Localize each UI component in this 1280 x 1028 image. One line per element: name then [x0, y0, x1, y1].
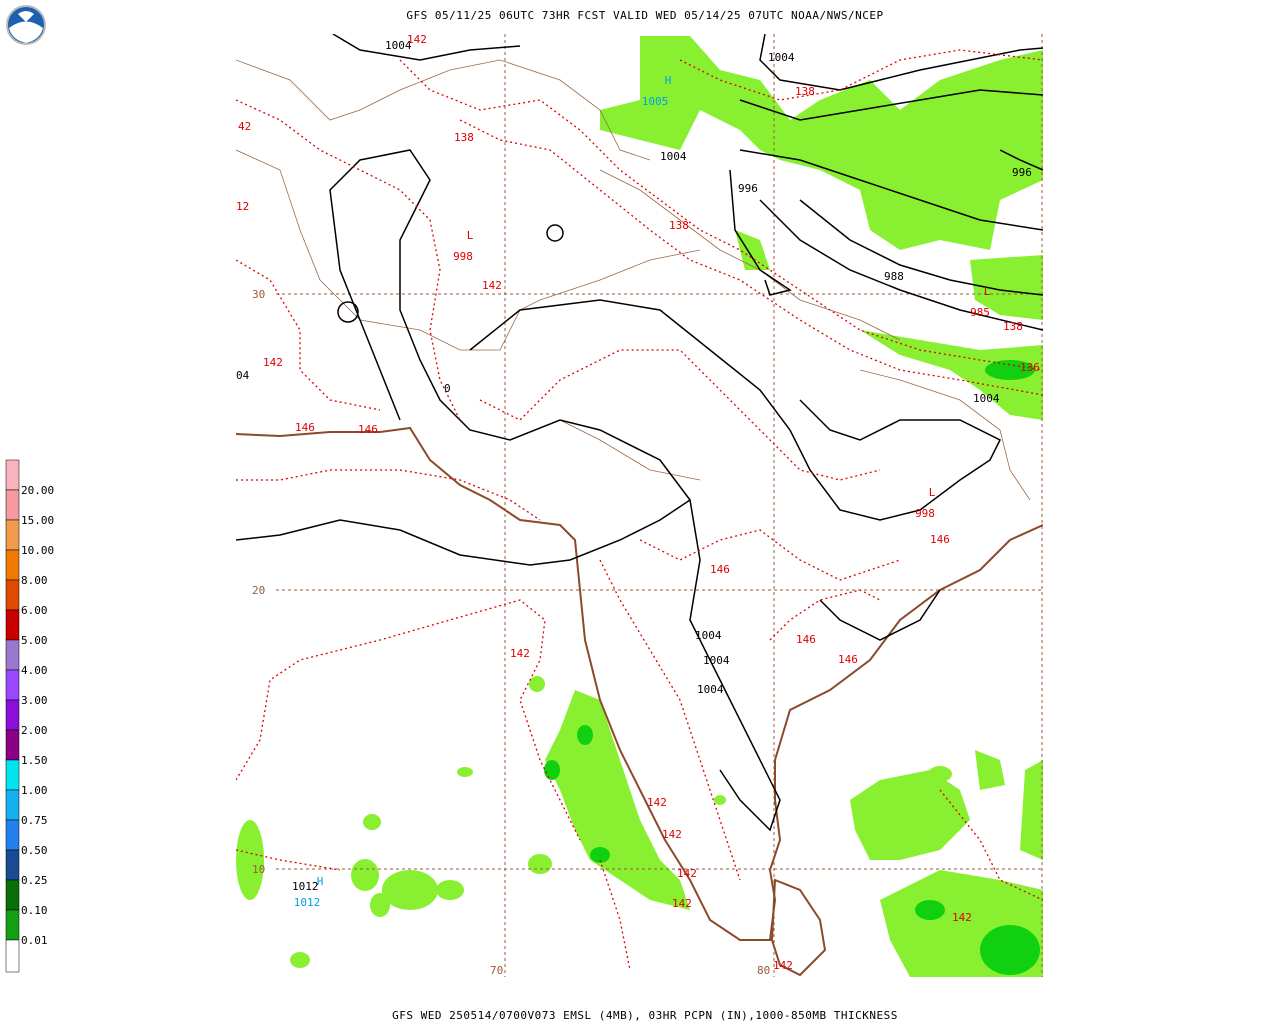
pressure-center-value: 1012: [294, 896, 321, 909]
isobar-label: 0: [444, 382, 451, 395]
grid-label: 30: [252, 288, 265, 301]
isobar-label: 1004: [695, 629, 722, 642]
legend-label: 15.00: [21, 514, 54, 527]
isobar-label: 988: [884, 270, 904, 283]
isobar-label: 1004: [703, 654, 730, 667]
thickness-label: 138: [795, 85, 815, 98]
legend-label: 5.00: [21, 634, 48, 647]
legend-swatch: [5, 489, 20, 521]
isobar-label: 1004: [385, 39, 412, 52]
legend-label: 1.50: [21, 754, 48, 767]
thickness-label: 138: [1003, 320, 1023, 333]
noaa-logo: [6, 5, 46, 45]
legend-label: 0.01: [21, 934, 48, 947]
caption: GFS WED 250514/0700V073 EMSL (4MB), 03HR…: [392, 1009, 898, 1022]
pressure-center-value: 998: [915, 507, 935, 520]
legend-swatch: [5, 789, 20, 821]
thickness-label: 142: [773, 959, 793, 972]
grid-label: 20: [252, 584, 265, 597]
map-area: 30 20 10 70 80 1004 1004 1004 996 996 988 04 0 1004 10…: [236, 33, 1043, 977]
isobar-label: 1004: [697, 683, 724, 696]
thickness-label: 146: [838, 653, 858, 666]
legend-swatch: [5, 669, 20, 701]
grid-label: 10: [252, 863, 265, 876]
legend-label: 6.00: [21, 604, 48, 617]
legend-label: 2.00: [21, 724, 48, 737]
precip-heavy: [544, 360, 1040, 975]
thickness-label: 142: [647, 796, 667, 809]
thickness-label: 142: [952, 911, 972, 924]
thickness-label: 142: [482, 279, 502, 292]
pressure-center-symbol: L: [984, 285, 991, 298]
legend-label: 0.10: [21, 904, 48, 917]
thickness-label: 136: [1020, 361, 1040, 374]
pressure-center-value: 998: [453, 250, 473, 263]
thickness-label: 142: [677, 867, 697, 880]
legend-swatch: [5, 459, 20, 491]
legend-swatch: [5, 909, 20, 941]
isobars: [236, 34, 1043, 832]
legend-swatch: [5, 639, 20, 671]
legend-label: 8.00: [21, 574, 48, 587]
thickness-label: 146: [796, 633, 816, 646]
legend-swatch: [5, 819, 20, 851]
graticule: [276, 34, 1043, 977]
borders: [236, 59, 1031, 501]
isobar-label: 996: [1012, 166, 1032, 179]
legend-label: 4.00: [21, 664, 48, 677]
thickness-label: 146: [358, 423, 378, 436]
thickness-label: 138: [669, 219, 689, 232]
pressure-center-symbol: H: [665, 74, 672, 87]
legend-swatch: [5, 519, 20, 551]
thickness-label: 142: [672, 897, 692, 910]
grid-label: 80: [757, 964, 770, 977]
isobar-label: 04: [236, 369, 250, 382]
thickness-label: 146: [295, 421, 315, 434]
legend-swatch: [5, 549, 20, 581]
grid-label: 70: [490, 964, 503, 977]
coastline: [236, 426, 1043, 977]
pressure-center-symbol: H: [317, 875, 324, 888]
legend: 20.00 15.00 10.00 8.00 6.00 5.00 4.00 3.00 2.00 1…: [5, 459, 54, 973]
thickness-label: 142: [510, 647, 530, 660]
thickness-label: 146: [930, 533, 950, 546]
thickness-label: 142: [263, 356, 283, 369]
legend-label: 1.00: [21, 784, 48, 797]
title: GFS 05/11/25 06UTC 73HR FCST VALID WED 0…: [406, 9, 883, 22]
thickness-label: 142: [662, 828, 682, 841]
thickness-label: 142: [407, 33, 427, 46]
pressure-center-symbol: L: [467, 229, 474, 242]
legend-swatch: [5, 939, 20, 973]
isobar-label: 996: [738, 182, 758, 195]
legend-label: 0.75: [21, 814, 48, 827]
legend-swatch: [5, 729, 20, 761]
legend-swatch: [5, 699, 20, 731]
isobar-label: 1012: [292, 880, 319, 893]
legend-label: 10.00: [21, 544, 54, 557]
pressure-center-value: 1005: [642, 95, 669, 108]
pressure-center-symbol: L: [929, 486, 936, 499]
legend-swatch: [5, 759, 20, 791]
legend-swatch: [5, 579, 20, 611]
pressure-center-value: 985: [970, 306, 990, 319]
isobar-label: 1004: [768, 51, 795, 64]
legend-label: 0.25: [21, 874, 48, 887]
thickness-label: 138: [454, 131, 474, 144]
legend-label: 20.00: [21, 484, 54, 497]
isobar-label: 1004: [973, 392, 1000, 405]
isobar-label: 1004: [660, 150, 687, 163]
thickness-label: 42: [238, 120, 251, 133]
thickness-contours: [236, 49, 1043, 971]
legend-label: 0.50: [21, 844, 48, 857]
legend-swatch: [5, 849, 20, 881]
legend-swatch: [5, 609, 20, 641]
thickness-label: 146: [710, 563, 730, 576]
legend-label: 3.00: [21, 694, 48, 707]
legend-swatch: [5, 879, 20, 911]
thickness-label: 12: [236, 200, 249, 213]
